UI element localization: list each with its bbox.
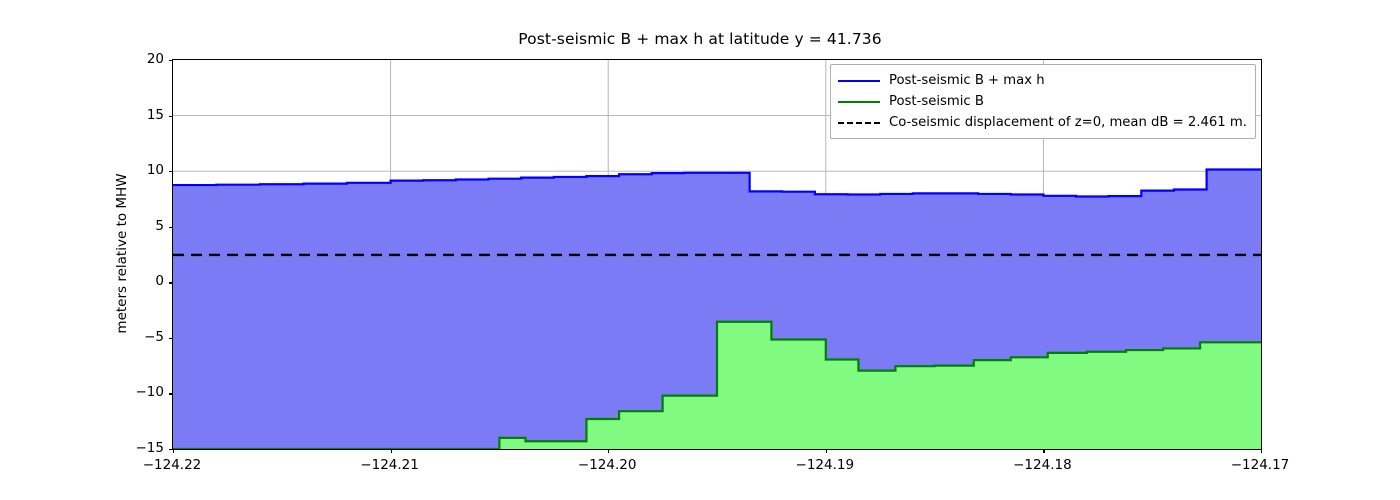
legend-item[interactable]: Post-seismic B <box>838 91 1247 112</box>
x-tick-label: −124.20 <box>577 457 637 473</box>
x-tick-mark <box>608 449 610 453</box>
y-tick-mark <box>169 337 173 340</box>
x-tick-mark <box>390 449 392 453</box>
x-tick-mark <box>1043 449 1045 453</box>
y-tick-mark <box>169 393 173 395</box>
legend-label: Co-seismic displacement of z=0, mean dB … <box>889 115 1247 130</box>
y-tick-mark <box>169 115 173 117</box>
legend[interactable]: Post-seismic B + max h Post-seismic B Co-s… <box>830 64 1256 139</box>
y-tick-label: 15 <box>146 106 164 123</box>
legend-label: Post-seismic B + max h <box>889 73 1045 88</box>
x-tick-mark <box>1261 449 1263 453</box>
legend-item[interactable]: Post-seismic B + max h <box>838 70 1247 91</box>
y-tick-mark <box>169 60 173 62</box>
y-tick-mark <box>169 226 173 228</box>
x-tick-label: −124.22 <box>142 457 202 473</box>
legend-item[interactable]: Co-seismic displacement of z=0, mean dB … <box>838 112 1247 133</box>
x-tick-label: −124.19 <box>795 457 855 473</box>
data-series-layer <box>173 168 1261 449</box>
y-tick-mark <box>169 449 173 451</box>
x-tick-label: −124.17 <box>1230 457 1290 473</box>
y-tick-label: −10 <box>135 384 165 401</box>
legend-swatch-icon <box>838 75 880 87</box>
y-tick-label: −15 <box>135 440 165 456</box>
y-tick-label: 10 <box>146 162 164 179</box>
legend-label: Post-seismic B <box>889 94 984 109</box>
x-tick-label: −124.21 <box>360 457 419 473</box>
y-tick-label: 5 <box>155 217 164 234</box>
legend-swatch-icon <box>838 117 880 129</box>
y-tick-mark <box>169 282 173 284</box>
y-tick-label: 0 <box>155 273 164 290</box>
x-tick-mark <box>173 449 175 453</box>
page-title: Post-seismic B + max h at latitude y = 4… <box>518 30 882 48</box>
legend-swatch-icon <box>838 96 880 108</box>
y-tick-mark <box>169 171 173 173</box>
y-tick-label: −5 <box>144 328 164 345</box>
x-tick-label: −124.18 <box>1013 457 1072 473</box>
y-tick-label: 20 <box>146 51 164 67</box>
x-tick-mark <box>825 449 828 453</box>
